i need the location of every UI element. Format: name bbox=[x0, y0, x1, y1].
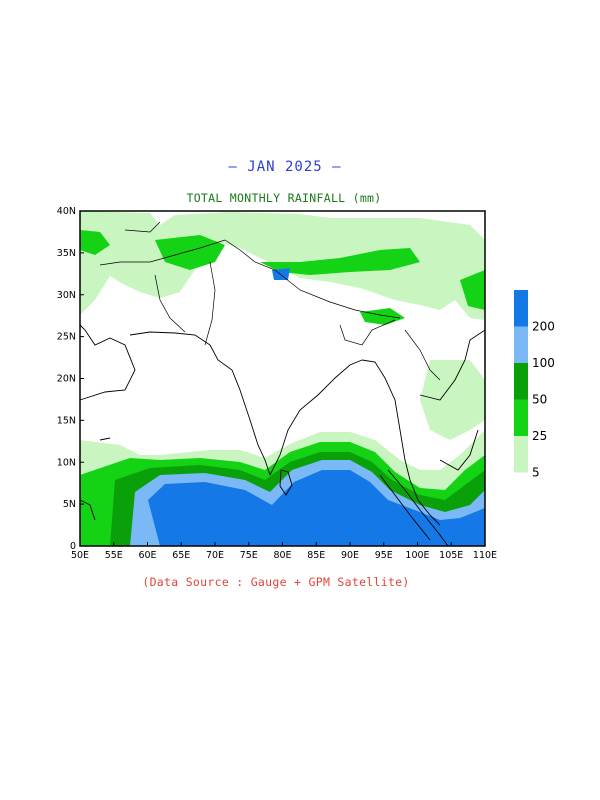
lat-tick-label: 15N bbox=[57, 415, 76, 426]
lat-tick-label: 20N bbox=[57, 374, 76, 385]
legend-swatch bbox=[514, 399, 528, 436]
lon-tick-label: 105E bbox=[439, 550, 463, 561]
lon-tick-label: 85E bbox=[307, 550, 325, 561]
legend-label: 5 bbox=[532, 466, 540, 480]
legend-label: 100 bbox=[532, 356, 555, 370]
color-legend: 5 25 50 100 200 bbox=[514, 290, 555, 480]
latitude-axis: 0 5N 10N 15N 20N 25N 30N 35N 40N bbox=[57, 206, 84, 552]
lon-tick-label: 80E bbox=[273, 550, 291, 561]
lat-tick-label: 30N bbox=[57, 290, 76, 301]
lon-tick-label: 50E bbox=[71, 550, 89, 561]
lat-tick-label: 10N bbox=[57, 457, 76, 468]
coastlines bbox=[79, 221, 486, 547]
lat-tick-label: 40N bbox=[57, 206, 76, 217]
legend-swatch bbox=[514, 290, 528, 327]
lon-tick-label: 55E bbox=[105, 550, 123, 561]
legend-swatch bbox=[514, 363, 528, 400]
data-source-note: (Data Source : Gauge + GPM Satellite) bbox=[142, 575, 410, 589]
lon-tick-label: 95E bbox=[375, 550, 393, 561]
lon-tick-label: 100E bbox=[405, 550, 429, 561]
lat-tick-label: 0 bbox=[70, 541, 76, 552]
longitude-axis: 50E 55E 60E 65E 70E 75E 80E 85E 90E 95E 100E 105E 11… bbox=[71, 542, 497, 561]
legend-swatch bbox=[514, 326, 528, 363]
lon-tick-label: 110E bbox=[473, 550, 497, 561]
lon-tick-label: 60E bbox=[138, 550, 156, 561]
lon-tick-label: 75E bbox=[240, 550, 258, 561]
lat-tick-label: 25N bbox=[57, 332, 76, 343]
map-subtitle: TOTAL MONTHLY RAINFALL (mm) bbox=[186, 191, 382, 205]
legend-label: 200 bbox=[532, 320, 555, 334]
map-title: – JAN 2025 – bbox=[228, 159, 342, 175]
legend-label: 50 bbox=[532, 393, 547, 407]
legend-label: 25 bbox=[532, 429, 547, 443]
lat-tick-label: 35N bbox=[57, 248, 76, 259]
lon-tick-label: 90E bbox=[341, 550, 359, 561]
lon-tick-label: 65E bbox=[172, 550, 190, 561]
lat-tick-label: 5N bbox=[63, 499, 76, 510]
legend-swatch bbox=[514, 436, 528, 473]
lon-tick-label: 70E bbox=[206, 550, 224, 561]
